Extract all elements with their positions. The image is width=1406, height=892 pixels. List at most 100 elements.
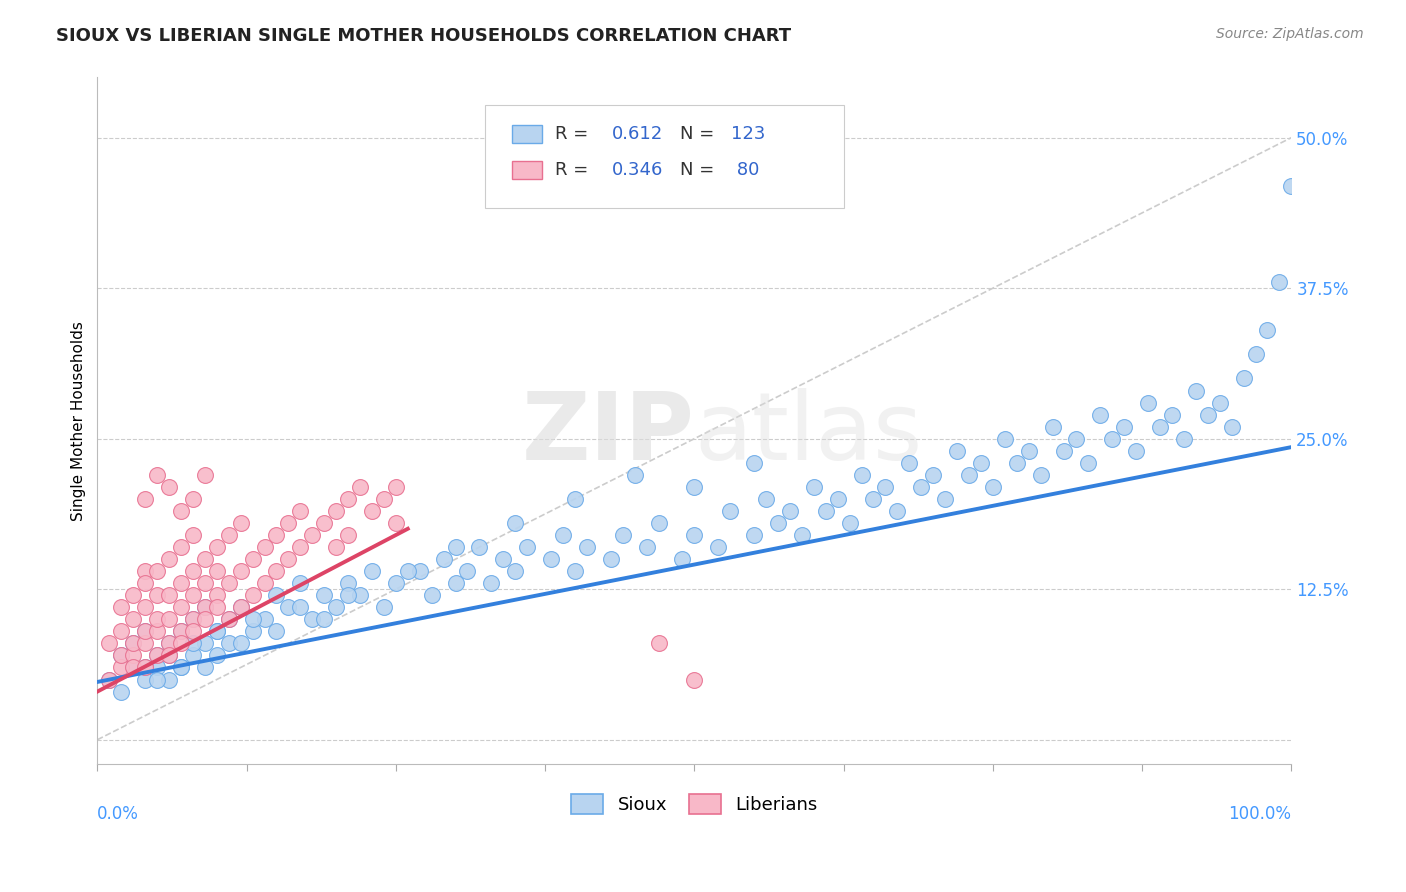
Point [898, 456, 921, 470]
Point [1244, 347, 1267, 361]
Point [683, 480, 706, 494]
Point [194, 660, 217, 674]
Point [361, 564, 384, 578]
Point [229, 600, 252, 615]
Point [647, 516, 669, 530]
Point [790, 528, 813, 542]
Point [742, 456, 765, 470]
Text: 0.346: 0.346 [612, 161, 664, 179]
Point [314, 588, 336, 602]
Point [325, 540, 347, 554]
Point [242, 624, 264, 639]
Point [575, 540, 598, 554]
Point [146, 648, 169, 663]
Point [409, 564, 432, 578]
Point [110, 600, 132, 615]
Point [396, 564, 419, 578]
Point [134, 576, 156, 591]
Point [766, 516, 789, 530]
Point [146, 588, 169, 602]
Point [337, 491, 360, 506]
Point [110, 624, 132, 639]
Text: R =: R = [554, 161, 593, 179]
Point [290, 576, 312, 591]
Point [205, 648, 228, 663]
Point [170, 660, 193, 674]
Point [492, 552, 515, 566]
Point [1077, 456, 1099, 470]
Point [325, 504, 347, 518]
Point [290, 540, 312, 554]
Point [1125, 443, 1147, 458]
Point [290, 504, 312, 518]
Point [170, 600, 193, 615]
Point [98, 673, 121, 687]
Point [1005, 456, 1028, 470]
Point [242, 612, 264, 626]
Point [205, 564, 228, 578]
Point [134, 491, 156, 506]
Point [444, 576, 467, 591]
Point [266, 588, 288, 602]
Point [373, 600, 395, 615]
Point [1208, 395, 1230, 409]
Point [157, 480, 180, 494]
Point [503, 516, 526, 530]
Point [170, 504, 193, 518]
Point [170, 624, 193, 639]
Point [1042, 419, 1064, 434]
Point [157, 636, 180, 650]
Point [373, 491, 395, 506]
Point [337, 588, 360, 602]
Point [385, 516, 408, 530]
Point [301, 612, 323, 626]
Point [910, 480, 932, 494]
Text: ZIP: ZIP [522, 388, 695, 481]
Point [253, 612, 276, 626]
Point [1018, 443, 1040, 458]
Point [612, 528, 634, 542]
Point [181, 564, 204, 578]
Point [170, 624, 193, 639]
Point [181, 636, 204, 650]
Point [994, 432, 1017, 446]
Point [194, 552, 217, 566]
Point [277, 516, 299, 530]
Point [827, 491, 849, 506]
Point [266, 564, 288, 578]
Point [253, 540, 276, 554]
Point [134, 660, 156, 674]
Point [636, 540, 658, 554]
Point [194, 467, 217, 482]
Point [742, 528, 765, 542]
Point [146, 564, 169, 578]
Point [194, 576, 217, 591]
Legend: Sioux, Liberians: Sioux, Liberians [561, 785, 827, 823]
Point [134, 624, 156, 639]
Text: Source: ZipAtlas.com: Source: ZipAtlas.com [1216, 27, 1364, 41]
Point [170, 660, 193, 674]
Point [253, 576, 276, 591]
Point [1161, 408, 1184, 422]
Point [122, 636, 145, 650]
Point [1137, 395, 1160, 409]
Point [1149, 419, 1171, 434]
Point [970, 456, 993, 470]
Point [981, 480, 1004, 494]
Point [146, 624, 169, 639]
Point [110, 684, 132, 698]
Point [551, 528, 574, 542]
Point [218, 612, 240, 626]
Point [218, 612, 240, 626]
Point [349, 588, 371, 602]
Point [194, 612, 217, 626]
Point [718, 504, 741, 518]
Point [266, 528, 288, 542]
Point [349, 480, 371, 494]
Point [181, 491, 204, 506]
Text: SIOUX VS LIBERIAN SINGLE MOTHER HOUSEHOLDS CORRELATION CHART: SIOUX VS LIBERIAN SINGLE MOTHER HOUSEHOL… [56, 27, 792, 45]
Text: 0.612: 0.612 [612, 126, 664, 144]
Point [444, 540, 467, 554]
Point [875, 480, 897, 494]
Point [361, 504, 384, 518]
